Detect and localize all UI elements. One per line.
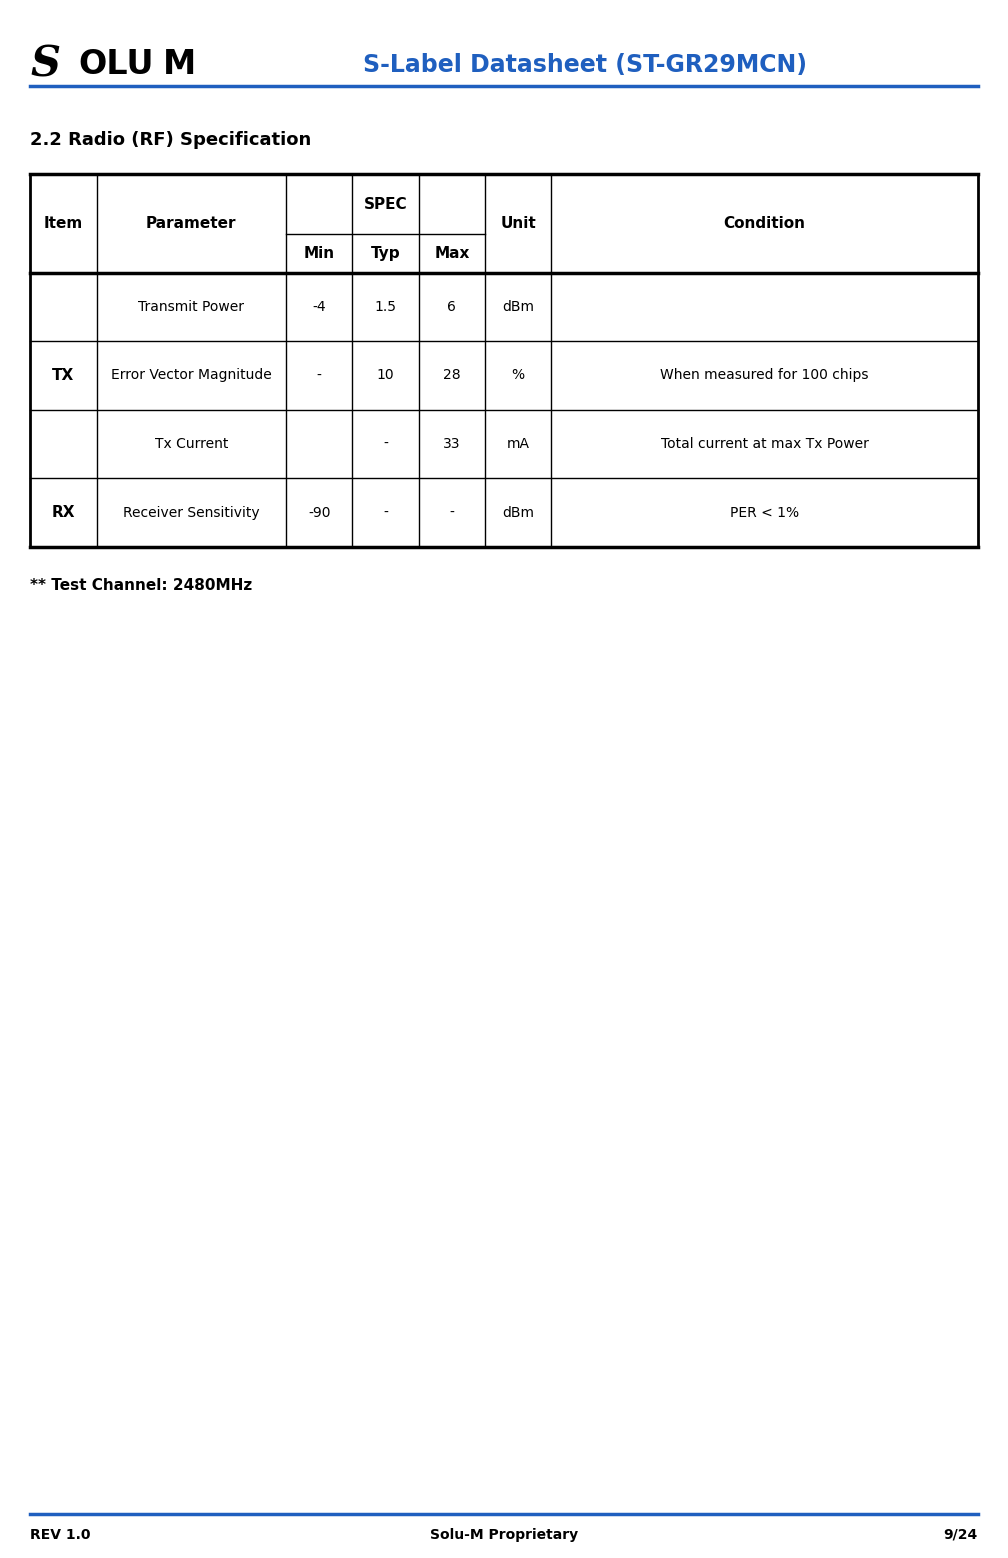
- Text: -90: -90: [308, 506, 331, 519]
- Text: 2.2 Radio (RF) Specification: 2.2 Radio (RF) Specification: [30, 131, 311, 150]
- Text: S: S: [30, 44, 60, 86]
- Text: 10: 10: [377, 369, 394, 382]
- Text: 28: 28: [444, 369, 461, 382]
- Text: mA: mA: [507, 438, 530, 450]
- Text: Parameter: Parameter: [146, 217, 237, 231]
- Text: RX: RX: [51, 505, 76, 520]
- Text: Total current at max Tx Power: Total current at max Tx Power: [660, 438, 869, 450]
- Text: REV 1.0: REV 1.0: [30, 1528, 91, 1541]
- Text: -: -: [383, 506, 388, 519]
- Text: Item: Item: [43, 217, 83, 231]
- Text: Max: Max: [434, 246, 470, 260]
- Text: -: -: [317, 369, 322, 382]
- Text: 6: 6: [448, 301, 457, 313]
- Text: 33: 33: [444, 438, 461, 450]
- Text: Unit: Unit: [500, 217, 536, 231]
- Text: Receiver Sensitivity: Receiver Sensitivity: [123, 506, 260, 519]
- Text: SPEC: SPEC: [364, 196, 407, 212]
- Text: Tx Current: Tx Current: [154, 438, 228, 450]
- Text: Condition: Condition: [724, 217, 805, 231]
- Text: %: %: [512, 369, 525, 382]
- Text: -4: -4: [312, 301, 326, 313]
- Text: When measured for 100 chips: When measured for 100 chips: [660, 369, 869, 382]
- Text: Transmit Power: Transmit Power: [138, 301, 244, 313]
- Text: dBm: dBm: [502, 506, 534, 519]
- Text: TX: TX: [52, 368, 75, 383]
- Text: S-Label Datasheet (ST-GR29MCN): S-Label Datasheet (ST-GR29MCN): [363, 53, 806, 76]
- Text: Typ: Typ: [371, 246, 400, 260]
- Text: -: -: [450, 506, 455, 519]
- Text: -: -: [383, 438, 388, 450]
- Text: Solu-M Proprietary: Solu-M Proprietary: [430, 1528, 578, 1541]
- Text: OLU: OLU: [79, 48, 154, 81]
- Text: M: M: [163, 48, 197, 81]
- Text: dBm: dBm: [502, 301, 534, 313]
- Text: 1.5: 1.5: [375, 301, 396, 313]
- Text: 9/24: 9/24: [943, 1528, 978, 1541]
- Text: Min: Min: [303, 246, 335, 260]
- Text: PER < 1%: PER < 1%: [730, 506, 799, 519]
- Text: Error Vector Magnitude: Error Vector Magnitude: [111, 369, 272, 382]
- Text: ** Test Channel: 2480MHz: ** Test Channel: 2480MHz: [30, 578, 252, 594]
